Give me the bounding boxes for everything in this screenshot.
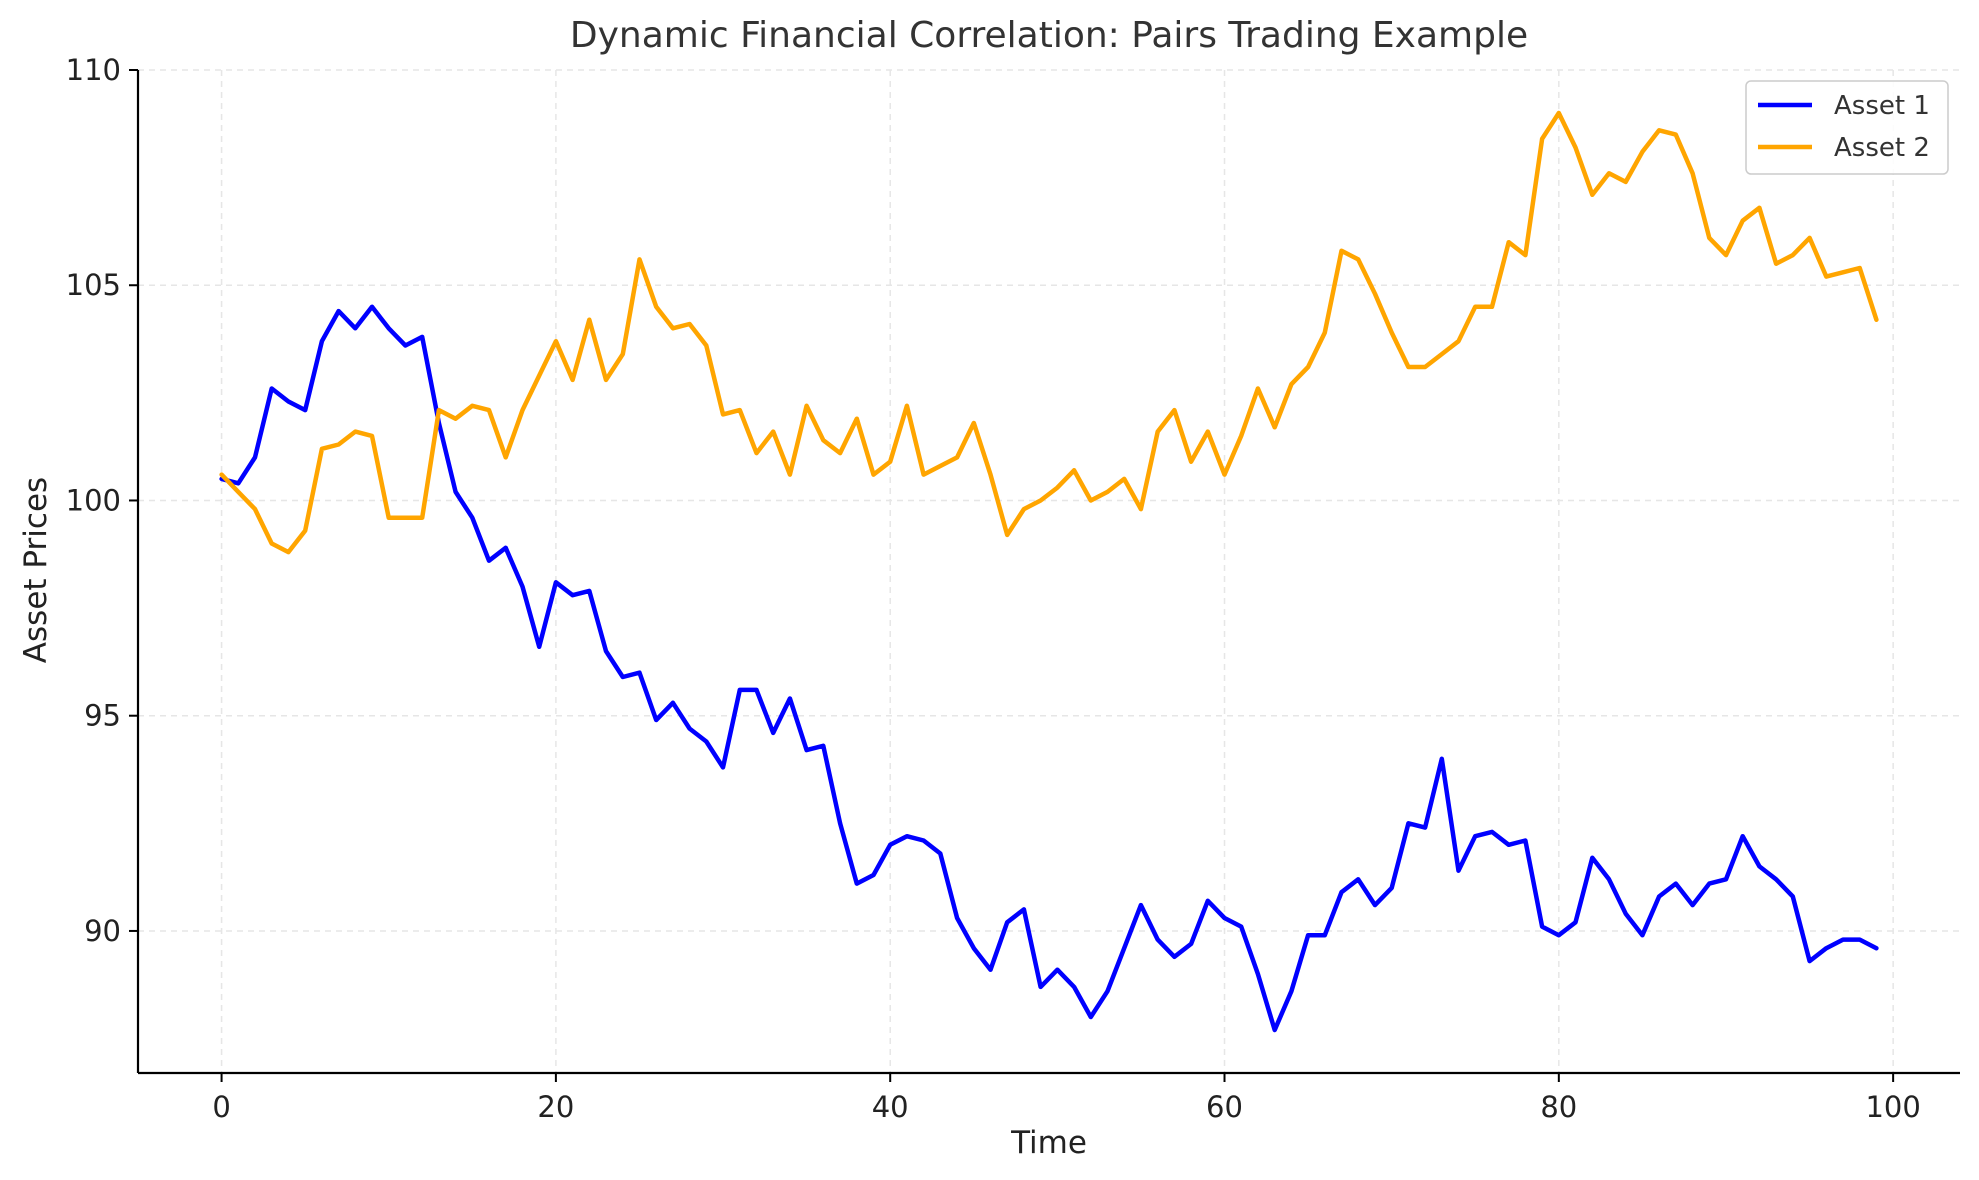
grid bbox=[138, 69, 1960, 1073]
chart-title: Dynamic Financial Correlation: Pairs Tra… bbox=[570, 15, 1528, 56]
legend-label-1: Asset 1 bbox=[1834, 91, 1930, 121]
x-tick-label: 40 bbox=[872, 1090, 909, 1124]
legend: Asset 1 Asset 2 bbox=[1745, 80, 1949, 175]
y-tick-label: 95 bbox=[84, 699, 121, 733]
y-tick-label: 110 bbox=[66, 53, 121, 87]
y-tick-label: 90 bbox=[84, 914, 121, 948]
legend-label-2: Asset 2 bbox=[1834, 133, 1930, 163]
x-tick-label: 60 bbox=[1206, 1090, 1243, 1124]
y-axis-label: Asset Prices bbox=[18, 477, 54, 663]
x-tick-label: 100 bbox=[1865, 1090, 1920, 1124]
x-tick-label: 80 bbox=[1540, 1090, 1577, 1124]
y-tick-label: 100 bbox=[66, 483, 121, 517]
series-layer bbox=[219, 110, 1879, 1033]
x-axis-label: Time bbox=[1010, 1125, 1087, 1161]
series-line-1 bbox=[219, 304, 1879, 1033]
x-tick-label: 0 bbox=[212, 1090, 230, 1124]
x-tick-label: 20 bbox=[537, 1090, 574, 1124]
axes: 0 20 40 60 80 100 90 95 100 105 110 bbox=[66, 53, 1960, 1124]
y-tick-label: 105 bbox=[66, 268, 121, 302]
series-line-2 bbox=[219, 110, 1879, 555]
